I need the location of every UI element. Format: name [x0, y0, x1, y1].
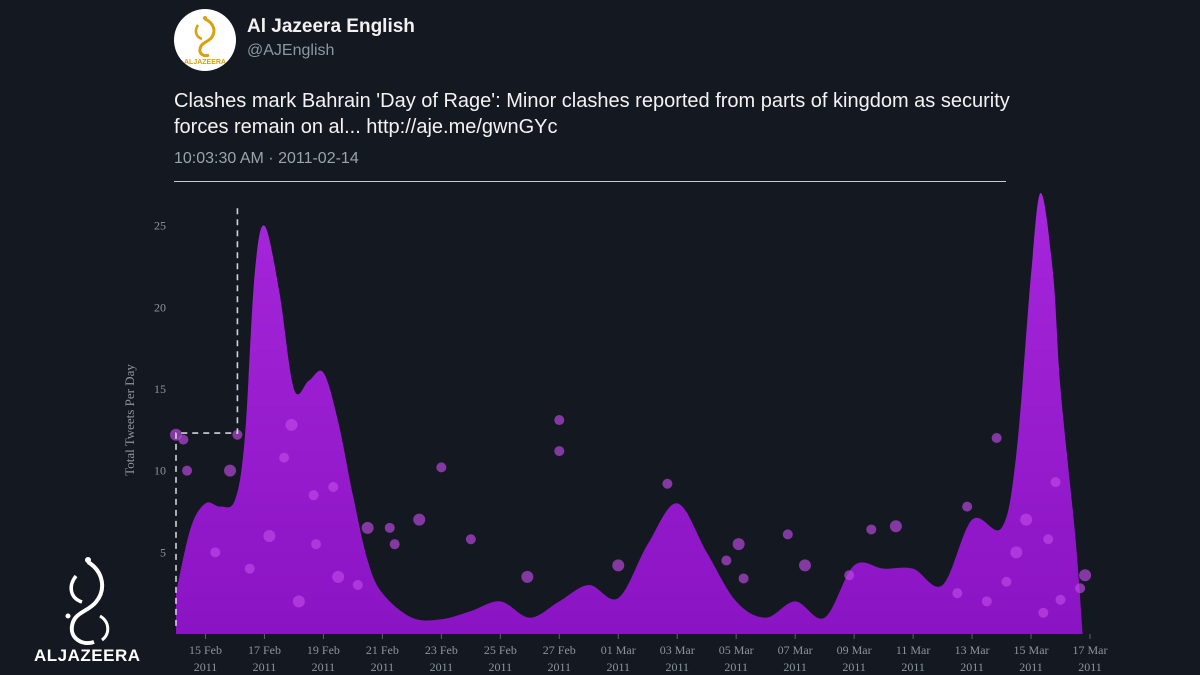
x-tick-label: 25 Feb	[484, 643, 517, 657]
tweet-dot	[384, 522, 395, 533]
x-tick-label: 05 Mar	[719, 643, 754, 657]
tweet-text: Clashes mark Bahrain 'Day of Rage': Mino…	[174, 90, 1010, 138]
tweet-dot	[1050, 477, 1061, 488]
tweet-dot	[1043, 534, 1054, 545]
tweet-dot	[738, 573, 749, 584]
author-name[interactable]: Al Jazeera English	[247, 16, 415, 37]
tweet-dot	[844, 570, 855, 581]
tweet-dot	[182, 465, 193, 476]
tweet-dot	[332, 570, 345, 583]
tweet-dot	[612, 559, 625, 572]
divider	[174, 181, 1006, 182]
x-tick-year: 2011	[430, 660, 454, 674]
tweet-card: ALJAZEERA Al Jazeera English @AJEnglish …	[0, 0, 1200, 190]
y-axis-label: Total Tweets Per Day	[122, 364, 137, 476]
x-tick-year: 2011	[312, 660, 336, 674]
x-tick-label: 15 Feb	[189, 643, 222, 657]
tweet-dot	[311, 539, 322, 550]
x-tick-label: 23 Feb	[425, 643, 458, 657]
x-tick-year: 2011	[783, 660, 807, 674]
x-tick-year: 2011	[842, 660, 866, 674]
tweet-dot	[244, 563, 255, 574]
x-tick-label: 13 Mar	[955, 643, 990, 657]
x-tick-year: 2011	[901, 660, 925, 674]
avatar[interactable]: ALJAZEERA	[174, 9, 236, 71]
tweet-dot	[1079, 569, 1092, 582]
tweet-dot	[782, 529, 793, 540]
y-tick-label: 15	[154, 382, 166, 396]
tweet-dot	[1001, 576, 1012, 587]
y-tick-label: 25	[154, 219, 166, 233]
tweet-dot	[981, 596, 992, 607]
x-tick-year: 2011	[371, 660, 395, 674]
dashed-step-line	[175, 206, 239, 626]
x-tick-year: 2011	[606, 660, 630, 674]
tweet-timestamp[interactable]: 10:03:30 AM · 2011-02-14	[174, 150, 359, 167]
x-tick-label: 15 Mar	[1014, 643, 1049, 657]
x-tick-year: 2011	[960, 660, 984, 674]
tweet-dot	[991, 433, 1002, 443]
x-tick-year: 2011	[548, 660, 572, 674]
tweet-dot	[662, 478, 673, 489]
tweet-dot	[285, 418, 298, 431]
x-tick-year: 2011	[724, 660, 748, 674]
tweet-dot	[952, 588, 963, 599]
tweet-dot	[521, 570, 534, 583]
tweet-dot	[1075, 583, 1086, 594]
tweet-dot	[962, 501, 973, 512]
avatar-label: ALJAZEERA	[184, 59, 226, 66]
tweet-dot	[210, 547, 221, 558]
x-tick-year: 2011	[1019, 660, 1043, 674]
brand-wordmark: ALJAZEERA	[34, 646, 141, 665]
tweet-dot	[1010, 546, 1023, 559]
tweet-dot	[361, 521, 374, 534]
x-tick-label: 01 Mar	[601, 643, 636, 657]
x-tick-label: 19 Feb	[307, 643, 340, 657]
tweet-dot	[413, 513, 426, 526]
x-tick-year: 2011	[253, 660, 277, 674]
x-tick-label: 09 Mar	[837, 643, 872, 657]
x-tick-label: 21 Feb	[366, 643, 399, 657]
tweet-dot	[798, 559, 811, 572]
x-tick-label: 03 Mar	[660, 643, 695, 657]
tweet-dot	[866, 524, 877, 535]
tweet-dot	[465, 534, 476, 545]
aljazeera-logo-icon: ALJAZEERA	[184, 16, 226, 66]
tweet-dot	[889, 520, 902, 533]
x-tick-label: 27 Feb	[543, 643, 576, 657]
tweet-dot	[1020, 513, 1033, 526]
tweet-dot	[178, 434, 189, 445]
tweet-dot	[279, 452, 290, 463]
tweet-dot	[352, 580, 363, 590]
tweet-dot	[721, 555, 732, 566]
tweets-per-day-chart: 5 10 15 20 25 15 Feb 2011 17 Feb 2011 19 Feb 2011…	[122, 193, 1108, 674]
x-tick-label: 07 Mar	[778, 643, 813, 657]
x-tick-year: 2011	[1078, 660, 1102, 674]
x-tick-label: 17 Feb	[248, 643, 281, 657]
tweet-dot	[554, 446, 565, 457]
tweet-dot	[554, 415, 565, 426]
x-tick-year: 2011	[665, 660, 689, 674]
tweet-dot	[1038, 607, 1049, 618]
y-tick-label: 10	[154, 464, 166, 478]
tweet-dot	[328, 482, 339, 492]
tweet-dot	[308, 490, 319, 501]
x-tick-label: 11 Mar	[896, 643, 931, 657]
tweet-dot	[389, 539, 400, 550]
aljazeera-brand-icon	[65, 557, 110, 645]
x-tick-label: 17 Mar	[1073, 643, 1108, 657]
author-handle[interactable]: @AJEnglish	[247, 42, 335, 59]
tweet-dot	[436, 462, 447, 473]
x-tick-year: 2011	[489, 660, 513, 674]
x-tick-year: 2011	[194, 660, 218, 674]
y-tick-label: 5	[160, 545, 166, 559]
tweet-dot	[224, 464, 237, 477]
tweet-dot	[292, 595, 305, 608]
tweet-dot	[232, 429, 243, 440]
tweets-area	[176, 193, 1083, 634]
tweet-dot	[263, 530, 276, 542]
tweet-dot	[1055, 594, 1066, 605]
y-tick-label: 20	[154, 300, 166, 314]
tweet-dot	[732, 538, 745, 551]
